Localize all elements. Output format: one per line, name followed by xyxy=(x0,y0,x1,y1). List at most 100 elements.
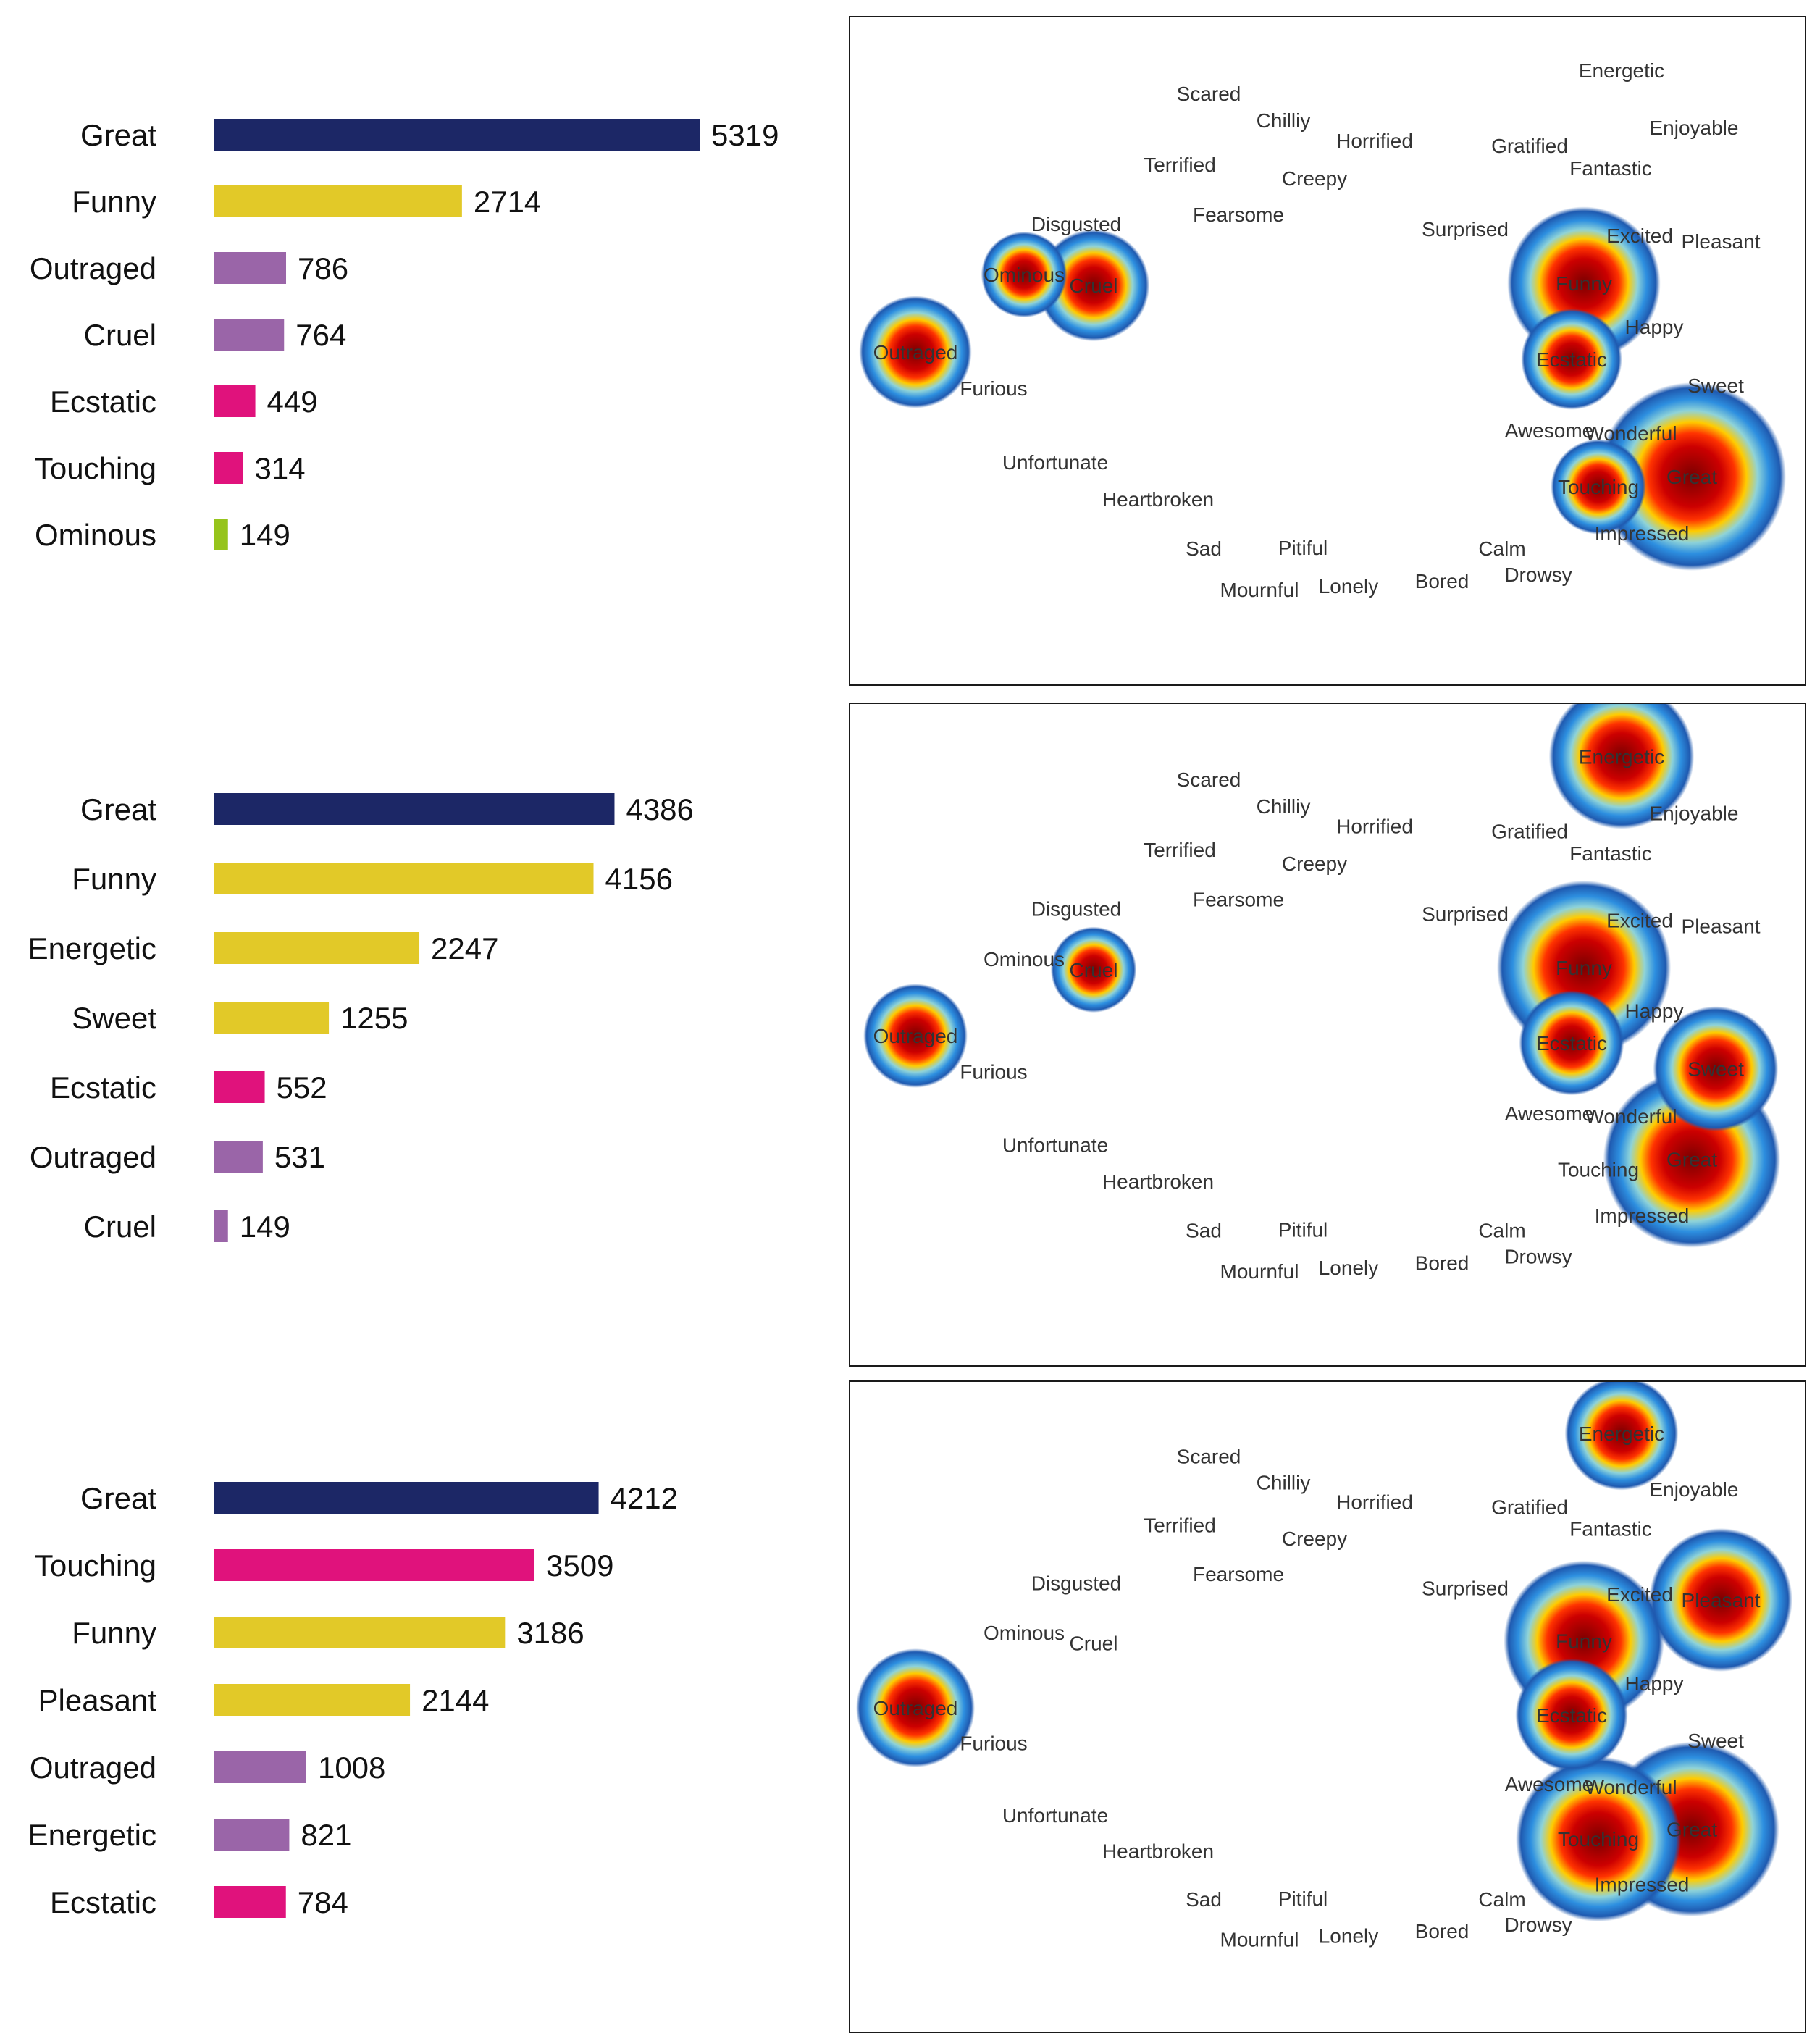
bar-label-funny: Funny xyxy=(72,1616,156,1650)
map-word-calm: Calm xyxy=(1478,1220,1525,1242)
bar-great xyxy=(214,1482,599,1514)
heat-blob-cruel xyxy=(1037,229,1150,342)
heat-blob-ominous xyxy=(981,231,1068,318)
map-word-creepy: Creepy xyxy=(1282,1527,1347,1550)
map-word-funny: Funny xyxy=(1556,272,1612,295)
bar-charts-column: Great 5319 Funny 2714 Outraged 786 Cruel 764 Ecs… xyxy=(28,118,779,1919)
bar-label-energetic: Energetic xyxy=(28,931,156,965)
map-word-cruel: Cruel xyxy=(1070,959,1118,981)
map-word-unfortunate: Unfortunate xyxy=(1002,1134,1108,1157)
bar-label-cruel: Cruel xyxy=(84,318,156,352)
heat-blobs xyxy=(855,1382,1792,1922)
map-word-scared: Scared xyxy=(1177,1445,1241,1467)
map-word-great: Great xyxy=(1666,1819,1717,1841)
heat-blob-great xyxy=(1598,382,1786,571)
emotion-heatmap-2: Scared Chilliy Horrified Terrified Creepy Fea… xyxy=(849,703,1806,1367)
bar-label-touching: Touching xyxy=(35,451,156,485)
bar-outraged xyxy=(214,1141,263,1173)
map-word-furious: Furious xyxy=(960,1732,1027,1755)
map-word-impressed: Impressed xyxy=(1595,1874,1690,1896)
bar-funny xyxy=(214,1617,506,1648)
map-word-fearsome: Fearsome xyxy=(1193,1563,1284,1585)
bar-value-great: 5319 xyxy=(711,118,779,152)
map-word-excited: Excited xyxy=(1606,225,1673,247)
bar-value-sweet: 1255 xyxy=(340,1001,408,1035)
map-word-great: Great xyxy=(1666,466,1717,488)
bar-cruel xyxy=(214,1210,228,1242)
map-word-pitiful: Pitiful xyxy=(1278,1887,1328,1910)
bar-value-ominous: 149 xyxy=(240,518,290,552)
bar-energetic xyxy=(214,932,420,964)
map-word-happy: Happy xyxy=(1625,316,1684,338)
bar-funny xyxy=(214,863,594,894)
bar-label-energetic: Energetic xyxy=(28,1818,156,1852)
bar-label-outraged: Outraged xyxy=(30,251,156,285)
map-word-pleasant: Pleasant xyxy=(1682,1589,1761,1612)
bar-label-ecstatic: Ecstatic xyxy=(50,385,156,419)
bar-value-funny: 2714 xyxy=(474,185,541,219)
bar-pleasant xyxy=(214,1684,411,1716)
map-word-mournful: Mournful xyxy=(1220,1929,1299,1951)
emotion-heatmap-1: Scared Chilliy Horrified Terrified Creepy Fea… xyxy=(849,16,1806,686)
map-word-sad: Sad xyxy=(1186,1220,1222,1242)
map-word-sweet: Sweet xyxy=(1687,1058,1744,1081)
map-word-mournful: Mournful xyxy=(1220,1260,1299,1283)
map-word-horrified: Horrified xyxy=(1336,816,1413,838)
bar-label-cruel: Cruel xyxy=(84,1210,156,1244)
map-word-great: Great xyxy=(1666,1149,1717,1171)
bar-label-great: Great xyxy=(80,118,156,152)
bar-value-touching: 314 xyxy=(255,451,306,485)
map-word-ecstatic: Ecstatic xyxy=(1536,348,1607,371)
map-word-furious: Furious xyxy=(960,377,1027,400)
bar-value-outraged: 786 xyxy=(298,251,348,285)
bar-label-pleasant: Pleasant xyxy=(38,1683,157,1717)
map-word-disgusted: Disgusted xyxy=(1031,213,1122,235)
map-word-ecstatic: Ecstatic xyxy=(1536,1032,1607,1055)
map-word-excited: Excited xyxy=(1606,909,1673,931)
map-word-touching: Touching xyxy=(1558,476,1639,498)
map-word-drowsy: Drowsy xyxy=(1504,563,1572,586)
heat-blob-ecstatic xyxy=(1515,1659,1628,1772)
map-word-horrified: Horrified xyxy=(1336,130,1413,152)
map-word-energetic: Energetic xyxy=(1579,1422,1664,1445)
bar-touching xyxy=(214,1549,535,1581)
map-word-wonderful: Wonderful xyxy=(1585,422,1677,445)
map-word-sad: Sad xyxy=(1186,537,1222,560)
map-word-heartbroken: Heartbroken xyxy=(1102,1170,1214,1193)
bar-value-energetic: 821 xyxy=(301,1818,351,1852)
map-word-ecstatic: Ecstatic xyxy=(1536,1704,1607,1727)
map-word-enjoyable: Enjoyable xyxy=(1650,1478,1739,1501)
map-word-outraged: Outraged xyxy=(873,1025,958,1047)
map-word-drowsy: Drowsy xyxy=(1504,1914,1572,1936)
heat-blob-outraged xyxy=(855,1648,976,1768)
map-word-outraged: Outraged xyxy=(873,341,958,364)
map-word-ominous: Ominous xyxy=(984,264,1065,286)
bar-outraged xyxy=(214,1751,306,1783)
map-word-ominous: Ominous xyxy=(984,1622,1065,1644)
map-word-awesome: Awesome xyxy=(1505,419,1593,442)
bar-ecstatic xyxy=(214,1071,265,1103)
map-word-gratified: Gratified xyxy=(1491,1496,1568,1518)
bar-chart-2: Great 4386 Funny 4156 Energetic 2247 Sweet 1255… xyxy=(28,792,694,1244)
bar-outraged xyxy=(214,252,287,284)
map-word-heartbroken: Heartbroken xyxy=(1102,488,1214,511)
bar-ominous xyxy=(214,519,228,550)
bar-value-outraged: 531 xyxy=(274,1140,325,1174)
map-word-happy: Happy xyxy=(1625,999,1684,1022)
map-word-ominous: Ominous xyxy=(984,948,1065,971)
map-word-terrified: Terrified xyxy=(1144,154,1216,176)
bar-label-funny: Funny xyxy=(72,185,156,219)
heat-blob-outraged xyxy=(863,984,968,1088)
bar-value-funny: 3186 xyxy=(516,1616,584,1650)
bar-label-funny: Funny xyxy=(72,862,156,896)
map-word-happy: Happy xyxy=(1625,1672,1684,1695)
map-word-mournful: Mournful xyxy=(1220,579,1299,601)
map-word-fearsome: Fearsome xyxy=(1193,889,1284,911)
bar-value-cruel: 764 xyxy=(295,318,346,352)
map-word-scared: Scared xyxy=(1177,768,1241,791)
heat-blobs xyxy=(859,206,1786,571)
map-word-drowsy: Drowsy xyxy=(1504,1245,1572,1267)
map-word-touching: Touching xyxy=(1558,1158,1639,1181)
heat-blob-energetic xyxy=(1548,704,1695,829)
map-word-sweet: Sweet xyxy=(1687,374,1744,397)
